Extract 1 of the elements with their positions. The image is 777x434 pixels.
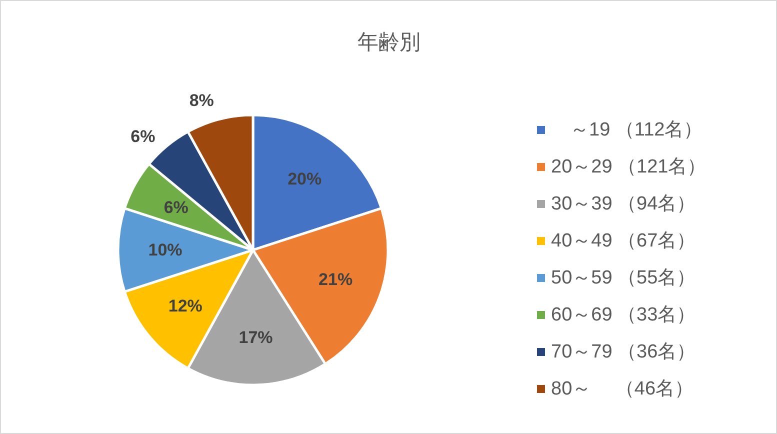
- title: 年齢別: [358, 31, 420, 54]
